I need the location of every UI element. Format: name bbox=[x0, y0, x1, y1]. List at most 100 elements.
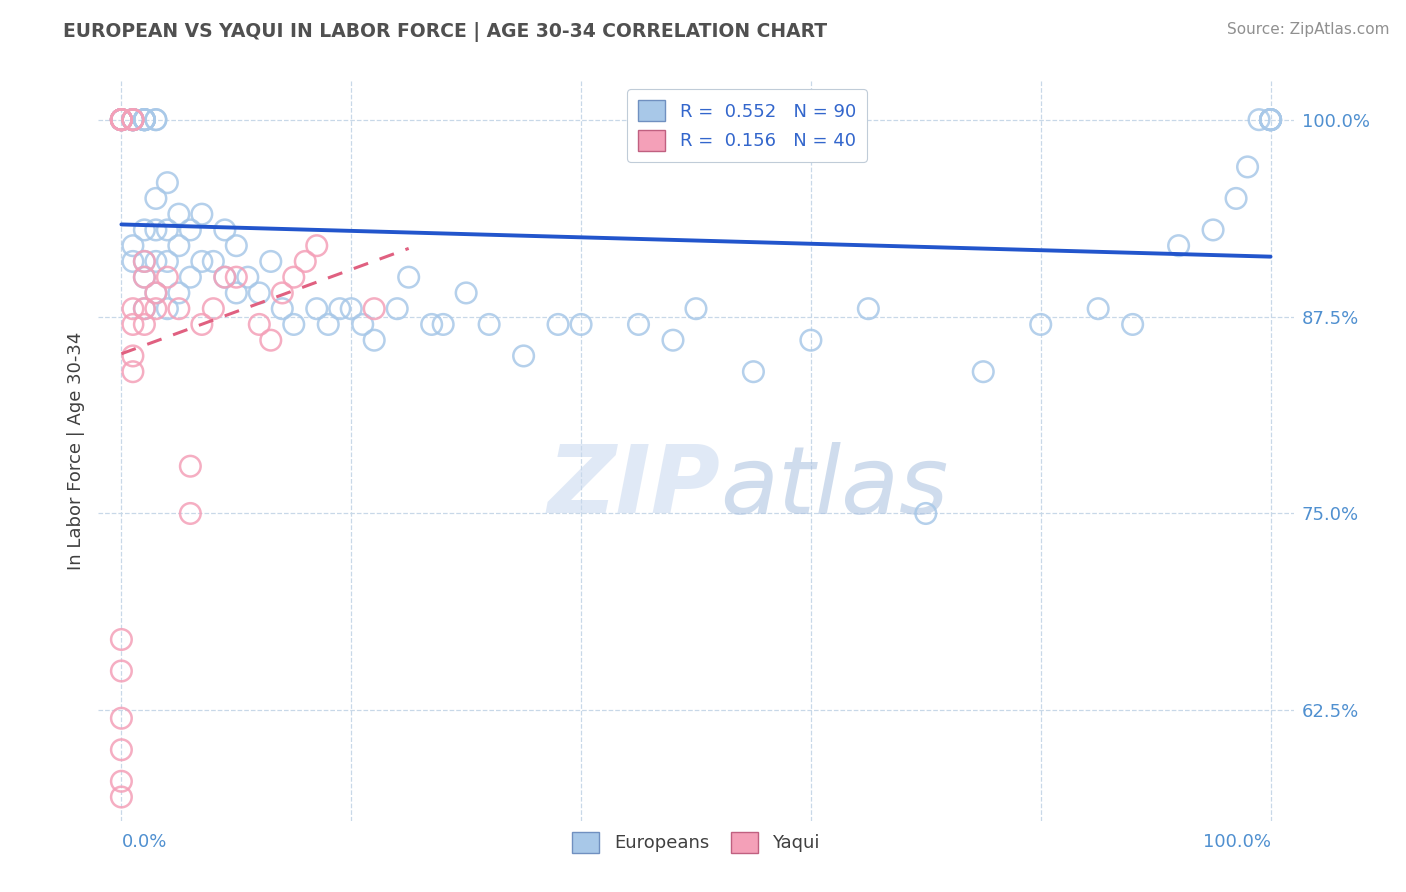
Point bbox=[110, 743, 132, 757]
Point bbox=[398, 270, 420, 285]
Point bbox=[156, 176, 179, 190]
Point bbox=[110, 112, 132, 127]
Point bbox=[352, 318, 374, 332]
Point bbox=[316, 318, 339, 332]
Point bbox=[122, 112, 145, 127]
Point bbox=[260, 254, 283, 268]
Point bbox=[134, 254, 156, 268]
Point bbox=[156, 223, 179, 237]
Point bbox=[156, 270, 179, 285]
Text: Source: ZipAtlas.com: Source: ZipAtlas.com bbox=[1226, 22, 1389, 37]
Point bbox=[110, 112, 132, 127]
Point bbox=[191, 207, 214, 221]
Point bbox=[858, 301, 880, 316]
Point bbox=[627, 318, 650, 332]
Point bbox=[134, 270, 156, 285]
Point bbox=[214, 270, 236, 285]
Point bbox=[271, 301, 294, 316]
Point bbox=[145, 301, 167, 316]
Point bbox=[225, 238, 247, 252]
Point bbox=[283, 318, 305, 332]
Point bbox=[145, 112, 167, 127]
Point bbox=[122, 254, 145, 268]
Point bbox=[122, 301, 145, 316]
Point bbox=[134, 112, 156, 127]
Point bbox=[122, 112, 145, 127]
Text: 100.0%: 100.0% bbox=[1202, 833, 1271, 851]
Point bbox=[179, 270, 201, 285]
Point bbox=[167, 285, 190, 300]
Point bbox=[134, 112, 156, 127]
Point bbox=[110, 112, 132, 127]
Point bbox=[236, 270, 259, 285]
Point bbox=[110, 112, 132, 127]
Point bbox=[363, 333, 385, 347]
Point bbox=[134, 112, 156, 127]
Point bbox=[179, 459, 201, 474]
Point bbox=[363, 301, 385, 316]
Point bbox=[134, 301, 156, 316]
Point bbox=[110, 664, 132, 678]
Point bbox=[122, 112, 145, 127]
Point bbox=[110, 112, 132, 127]
Point bbox=[662, 333, 685, 347]
Point bbox=[1167, 238, 1189, 252]
Point bbox=[122, 112, 145, 127]
Point bbox=[145, 112, 167, 127]
Point bbox=[110, 112, 132, 127]
Text: ZIP: ZIP bbox=[547, 442, 720, 533]
Point bbox=[225, 270, 247, 285]
Point bbox=[122, 238, 145, 252]
Point bbox=[110, 632, 132, 647]
Point bbox=[1087, 301, 1109, 316]
Point bbox=[134, 254, 156, 268]
Point bbox=[110, 112, 132, 127]
Point bbox=[122, 112, 145, 127]
Point bbox=[122, 365, 145, 379]
Point bbox=[1260, 112, 1282, 127]
Point bbox=[547, 318, 569, 332]
Point bbox=[800, 333, 823, 347]
Point bbox=[1225, 191, 1247, 205]
Point bbox=[110, 112, 132, 127]
Point bbox=[110, 711, 132, 725]
Point bbox=[179, 223, 201, 237]
Point bbox=[1029, 318, 1052, 332]
Point bbox=[167, 238, 190, 252]
Point bbox=[122, 112, 145, 127]
Point bbox=[432, 318, 454, 332]
Point bbox=[271, 285, 294, 300]
Point bbox=[156, 301, 179, 316]
Point bbox=[685, 301, 707, 316]
Point bbox=[134, 318, 156, 332]
Point bbox=[110, 774, 132, 789]
Point bbox=[305, 301, 328, 316]
Point bbox=[134, 270, 156, 285]
Point bbox=[122, 112, 145, 127]
Y-axis label: In Labor Force | Age 30-34: In Labor Force | Age 30-34 bbox=[66, 331, 84, 570]
Text: 0.0%: 0.0% bbox=[121, 833, 167, 851]
Point bbox=[145, 285, 167, 300]
Point bbox=[385, 301, 409, 316]
Point bbox=[167, 301, 190, 316]
Point bbox=[569, 318, 592, 332]
Point bbox=[1122, 318, 1144, 332]
Legend: Europeans, Yaqui: Europeans, Yaqui bbox=[565, 824, 827, 860]
Point bbox=[122, 318, 145, 332]
Point bbox=[110, 112, 132, 127]
Point bbox=[1202, 223, 1225, 237]
Point bbox=[260, 333, 283, 347]
Point bbox=[110, 112, 132, 127]
Point bbox=[202, 254, 225, 268]
Point bbox=[1247, 112, 1270, 127]
Point bbox=[225, 285, 247, 300]
Point bbox=[283, 270, 305, 285]
Point bbox=[110, 790, 132, 805]
Point bbox=[134, 112, 156, 127]
Point bbox=[110, 112, 132, 127]
Point bbox=[294, 254, 316, 268]
Point bbox=[329, 301, 352, 316]
Point bbox=[122, 112, 145, 127]
Point bbox=[1260, 112, 1282, 127]
Point bbox=[1236, 160, 1258, 174]
